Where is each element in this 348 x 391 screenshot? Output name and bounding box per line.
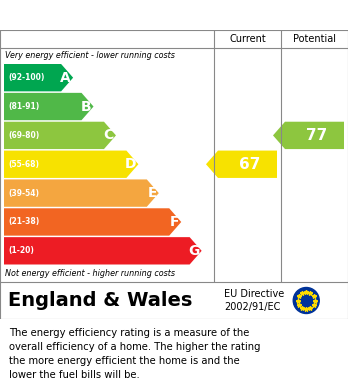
- Text: F: F: [170, 215, 179, 229]
- Polygon shape: [4, 122, 116, 149]
- Text: G: G: [188, 244, 200, 258]
- Polygon shape: [273, 122, 344, 149]
- Polygon shape: [4, 237, 201, 264]
- Text: The energy efficiency rating is a measure of the
overall efficiency of a home. T: The energy efficiency rating is a measur…: [9, 328, 260, 380]
- Polygon shape: [4, 93, 94, 120]
- Text: (21-38): (21-38): [8, 217, 39, 226]
- Text: 77: 77: [306, 128, 327, 143]
- Text: England & Wales: England & Wales: [8, 291, 192, 310]
- Text: D: D: [125, 157, 136, 171]
- Polygon shape: [4, 208, 181, 236]
- Text: Very energy efficient - lower running costs: Very energy efficient - lower running co…: [5, 52, 175, 61]
- Text: 67: 67: [239, 157, 260, 172]
- Text: (69-80): (69-80): [8, 131, 39, 140]
- Circle shape: [293, 287, 319, 314]
- Text: (1-20): (1-20): [8, 246, 34, 255]
- Text: (81-91): (81-91): [8, 102, 39, 111]
- Polygon shape: [4, 64, 73, 91]
- Text: B: B: [81, 100, 92, 113]
- Polygon shape: [206, 151, 277, 178]
- Text: E: E: [147, 186, 157, 200]
- Text: Energy Efficiency Rating: Energy Efficiency Rating: [9, 7, 211, 23]
- Text: C: C: [104, 128, 114, 142]
- Text: (55-68): (55-68): [8, 160, 39, 169]
- Polygon shape: [4, 179, 159, 207]
- Text: Current: Current: [229, 34, 266, 44]
- Text: A: A: [60, 71, 71, 85]
- Text: Not energy efficient - higher running costs: Not energy efficient - higher running co…: [5, 269, 175, 278]
- Text: EU Directive
2002/91/EC: EU Directive 2002/91/EC: [224, 289, 285, 312]
- Polygon shape: [4, 151, 139, 178]
- Text: Potential: Potential: [293, 34, 336, 44]
- Text: (39-54): (39-54): [8, 188, 39, 197]
- Text: (92-100): (92-100): [8, 73, 45, 82]
